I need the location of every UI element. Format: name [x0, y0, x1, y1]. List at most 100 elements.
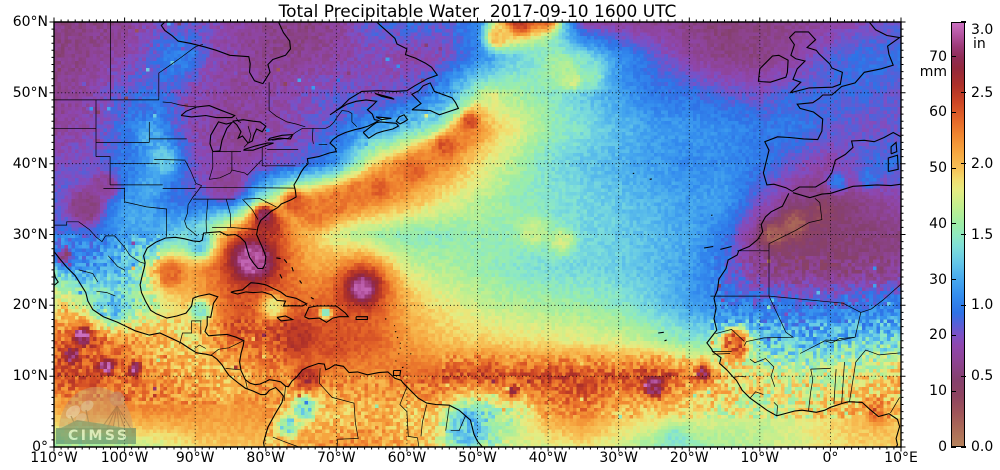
political-borders-path [124, 201, 167, 237]
colorbar-label-mm: 10 [929, 383, 947, 400]
cimss-logo-detail [57, 420, 135, 430]
political-borders-path [225, 368, 241, 371]
political-borders-path [890, 397, 900, 414]
colorbar-tick-in [961, 446, 966, 448]
colorbar-tick-in [961, 233, 966, 236]
coastlines-path [706, 193, 901, 448]
political-borders-path [841, 361, 845, 404]
cimss-logo-base [56, 428, 136, 444]
coastlines-path [704, 245, 714, 249]
coastlines-path [374, 92, 395, 100]
political-borders-path [208, 151, 262, 180]
coastlines-path [53, 251, 284, 448]
coastlines-path [887, 154, 899, 173]
cimss-logo-detail [116, 405, 132, 430]
plot-title: Total Precipitable Water 2017-09-10 1600… [278, 2, 677, 22]
political-borders [54, 22, 902, 448]
political-borders-path [154, 159, 186, 161]
cimss-logo-details [57, 391, 135, 430]
latlon-gridlines [54, 22, 901, 447]
colorbar-label-in: 1.0 [971, 297, 994, 314]
political-borders-path [743, 295, 795, 346]
coastlines-path [375, 116, 392, 121]
colorbar-label-mm: 70 [929, 48, 947, 65]
colorbar-label-mm: 0 [938, 439, 947, 455]
political-borders-path [450, 415, 466, 432]
colorbar-label-mm: 60 [929, 104, 947, 121]
political-borders-path [268, 82, 306, 128]
colorbar-label-mm: 40 [929, 215, 947, 232]
x-tick-label: 10°W [740, 450, 780, 466]
political-borders-path [810, 368, 831, 370]
y-tick-label: 40°N [12, 155, 48, 172]
political-borders-path [272, 436, 300, 448]
cimss-logo-detail [80, 400, 94, 412]
political-borders-path [799, 336, 856, 354]
political-borders-path [283, 386, 286, 402]
political-borders-path [773, 402, 778, 416]
coastlines-path [291, 266, 294, 272]
political-borders-path [399, 386, 420, 448]
colorbar-label-in: 1.5 [971, 226, 994, 243]
political-borders-path [749, 358, 776, 387]
colorbar-label-in: 2.0 [971, 155, 994, 172]
colorbar-tick-mm [951, 223, 956, 225]
colorbar-tick-in [961, 92, 966, 94]
political-borders-path [319, 368, 359, 448]
political-borders-path [733, 375, 746, 378]
coastlines-path [792, 183, 902, 199]
colorbar-label-in: 2.5 [971, 84, 994, 101]
coastlines-path [395, 114, 409, 125]
x-tick-label: 100°W [100, 450, 149, 466]
political-borders-path [158, 43, 204, 98]
coastlines-path [890, 141, 898, 155]
coastlines-path [658, 331, 664, 334]
colorbar-unit-in: in [973, 36, 986, 52]
x-tick-label: 40°W [528, 450, 568, 466]
cimss-logo-detail [116, 405, 120, 430]
political-borders-path [715, 329, 745, 342]
coastlines-path [276, 257, 281, 260]
political-borders-path [849, 361, 857, 402]
political-borders-path [825, 312, 862, 342]
y-tick-label: 30°N [12, 226, 48, 243]
political-borders-path [833, 369, 837, 404]
coastlines-path [310, 297, 314, 300]
coastlines [53, 21, 902, 448]
political-borders-path [78, 269, 99, 283]
political-borders-path [261, 147, 296, 167]
political-borders-path [225, 199, 231, 228]
x-tick-label: 70°W [316, 450, 356, 466]
political-borders-path [420, 404, 428, 437]
political-borders-path [212, 227, 257, 230]
colorbar-tick-in [961, 375, 966, 377]
political-borders-path [445, 405, 450, 431]
colorbar-tick-mm [951, 111, 956, 113]
colorbar-label-mm: 30 [929, 271, 947, 288]
coastlines-path [279, 273, 283, 279]
political-borders-path [103, 188, 125, 202]
colorbar-tick-in [961, 304, 966, 306]
x-tick-label: 50°W [458, 450, 497, 466]
coastlines-path [180, 105, 236, 119]
coastlines-path [788, 31, 844, 94]
colorbar-tick-mm [951, 167, 956, 169]
coastlines-path [398, 353, 400, 355]
coastlines-path [399, 342, 401, 344]
political-borders-path [184, 160, 202, 188]
political-borders-path [54, 97, 160, 101]
political-borders-path [860, 283, 902, 313]
coastlines-path [232, 119, 267, 144]
coastlines-path [276, 315, 295, 322]
coastlines-path [355, 316, 368, 321]
map-overlay: CIMSS [49, 17, 906, 452]
colorbar-label-mm: 50 [929, 160, 947, 177]
x-tick-label: 0° [822, 450, 839, 466]
political-borders-path [243, 125, 252, 148]
cimss-logo-detail [65, 405, 81, 419]
political-borders-path [96, 156, 111, 185]
x-tick-label: 90°W [175, 450, 215, 466]
coastlines-path [410, 353, 412, 355]
political-borders-path [768, 198, 823, 251]
x-tick-label: 80°W [246, 450, 286, 466]
